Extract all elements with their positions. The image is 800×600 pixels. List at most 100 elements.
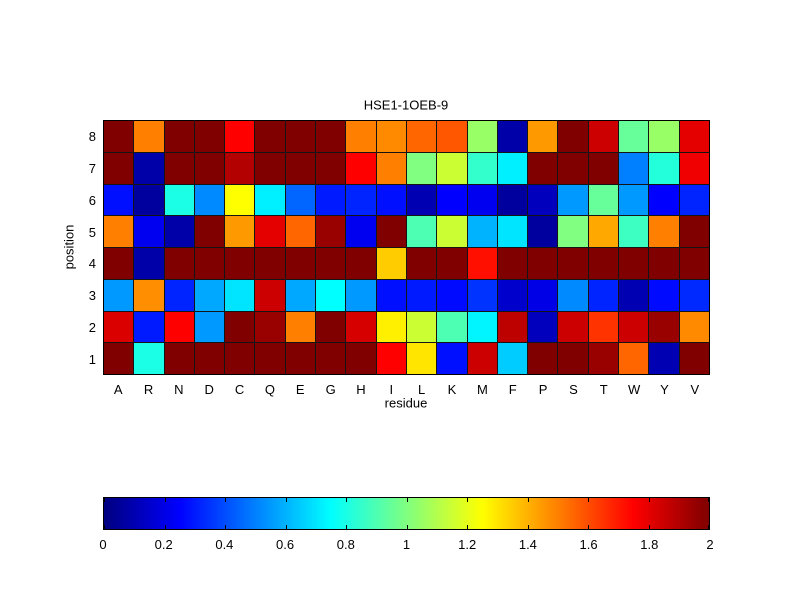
heatmap-cell xyxy=(104,216,134,247)
colorbar-tick xyxy=(708,498,709,502)
heatmap-cell xyxy=(346,248,376,279)
heatmap-cell xyxy=(194,343,225,374)
heatmap-cell xyxy=(376,279,406,311)
heatmap-cell xyxy=(164,311,194,343)
heatmap-cell xyxy=(285,121,316,152)
heatmap-cell xyxy=(164,343,194,374)
heatmap-cell xyxy=(255,248,285,279)
heatmap-cell xyxy=(528,311,558,343)
heatmap-cell xyxy=(588,121,619,152)
heatmap-cell xyxy=(588,248,619,279)
heatmap-cell xyxy=(437,279,467,311)
x-tick-label: A xyxy=(113,382,123,397)
colorbar-tick xyxy=(648,498,650,502)
y-tick-label: 7 xyxy=(88,160,96,176)
heatmap-cell xyxy=(467,248,497,279)
heatmap-cell xyxy=(528,343,558,374)
colorbar-tick xyxy=(648,525,650,529)
heatmap-cell xyxy=(558,248,588,279)
heatmap-cell xyxy=(619,311,649,343)
heatmap-cell xyxy=(649,279,679,311)
heatmap-cell xyxy=(285,216,316,247)
x-tick-label: K xyxy=(447,382,457,397)
heatmap-cell xyxy=(406,184,437,216)
heatmap-cell xyxy=(316,311,346,343)
x-tick-label: D xyxy=(204,382,214,397)
y-tick-label: 1 xyxy=(88,352,96,368)
heatmap-cell xyxy=(467,311,497,343)
colorbar-tick xyxy=(285,498,287,502)
heatmap-cell xyxy=(194,152,225,184)
heatmap-cell xyxy=(649,152,679,184)
heatmap-cell xyxy=(164,248,194,279)
heatmap-cell xyxy=(134,279,164,311)
heatmap-cell xyxy=(346,184,376,216)
heatmap-cell xyxy=(134,248,164,279)
colorbar xyxy=(103,497,710,530)
heatmap-cell xyxy=(194,311,225,343)
x-tick-label: F xyxy=(508,382,517,397)
heatmap-cell xyxy=(497,121,528,152)
colorbar-tick xyxy=(285,525,287,529)
x-tick-label: H xyxy=(356,382,366,397)
heatmap-cell xyxy=(164,184,194,216)
heatmap-cell xyxy=(194,279,225,311)
heatmap-cell xyxy=(437,121,467,152)
heatmap-cell xyxy=(558,216,588,247)
heatmap-cell xyxy=(497,152,528,184)
heatmap-cell xyxy=(346,121,376,152)
heatmap-cell xyxy=(194,248,225,279)
heatmap-cell xyxy=(255,184,285,216)
x-tick-label: L xyxy=(418,382,426,397)
colorbar-tick xyxy=(588,498,589,502)
heatmap-cell xyxy=(225,343,255,374)
x-tick-label: Q xyxy=(264,382,275,397)
heatmap-cell xyxy=(104,279,134,311)
heatmap-cell xyxy=(406,152,437,184)
heatmap-cell xyxy=(649,343,679,374)
heatmap-cell xyxy=(316,343,346,374)
y-tick-label: 5 xyxy=(88,224,96,240)
heatmap-cell xyxy=(406,311,437,343)
heatmap-cell xyxy=(376,311,406,343)
heatmap-cell xyxy=(649,121,679,152)
heatmap-cell xyxy=(225,152,255,184)
heatmap-cell xyxy=(528,121,558,152)
heatmap-cell xyxy=(619,343,649,374)
heatmap-cell xyxy=(225,121,255,152)
heatmap-cell xyxy=(225,216,255,247)
heatmap-cell xyxy=(497,216,528,247)
heatmap-cell xyxy=(467,216,497,247)
heatmap-cell xyxy=(467,121,497,152)
heatmap-cell xyxy=(134,184,164,216)
y-tick-label: 2 xyxy=(88,320,96,336)
colorbar-tick xyxy=(588,525,589,529)
heatmap-cell xyxy=(558,121,588,152)
heatmap-cell xyxy=(679,343,709,374)
heatmap-cell xyxy=(134,216,164,247)
heatmap-cell xyxy=(255,121,285,152)
heatmap-cell xyxy=(255,343,285,374)
x-tick-label: E xyxy=(295,382,305,397)
heatmap-cell xyxy=(558,152,588,184)
heatmap-cell xyxy=(346,152,376,184)
heatmap-cell xyxy=(619,279,649,311)
x-tick-label: C xyxy=(234,382,245,397)
heatmap-cell xyxy=(558,311,588,343)
heatmap-cell xyxy=(285,311,316,343)
heatmap-cell xyxy=(497,343,528,374)
heatmap-cell xyxy=(588,311,619,343)
colorbar-tick-label: 1 xyxy=(402,537,411,552)
heatmap-cell xyxy=(164,152,194,184)
colorbar-tick xyxy=(164,498,166,502)
x-tick-label: S xyxy=(569,382,578,397)
heatmap-cell xyxy=(649,184,679,216)
plot-title: HSE1-1OEB-9 xyxy=(363,97,449,113)
x-tick-label: Y xyxy=(660,382,669,397)
heatmap-cell xyxy=(406,248,437,279)
colorbar-tick-label: 0.4 xyxy=(215,537,234,552)
heatmap-cell xyxy=(406,121,437,152)
colorbar-tick xyxy=(467,525,468,529)
heatmap-cell xyxy=(528,279,558,311)
